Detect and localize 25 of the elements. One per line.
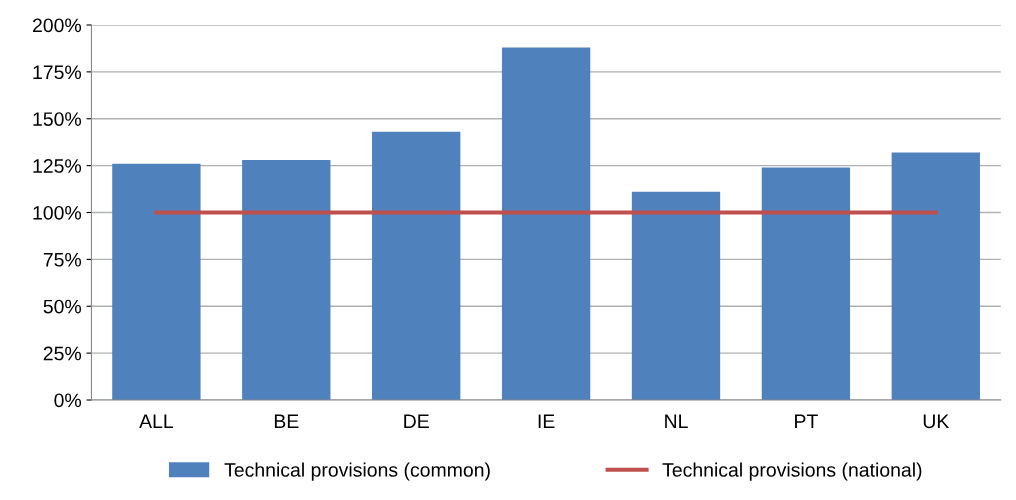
y-tick-label: 50% xyxy=(43,299,82,314)
x-tick-label: IE xyxy=(538,414,555,428)
y-tick-label: 175% xyxy=(33,65,82,80)
y-tick-label: 0% xyxy=(54,393,82,408)
y-tick-label: 150% xyxy=(33,112,82,126)
legend-label: Technical provisions (national) xyxy=(662,462,922,481)
bar xyxy=(501,47,591,400)
bar xyxy=(761,167,851,400)
y-tick-label: 100% xyxy=(33,205,82,220)
y-tick-label: 75% xyxy=(43,252,82,267)
x-tick-label: UK xyxy=(923,414,950,429)
bar xyxy=(372,131,461,400)
x-tick-label: PT xyxy=(795,414,818,428)
y-tick-label: 125% xyxy=(33,159,82,173)
bar xyxy=(891,152,980,400)
y-tick-label: 200% xyxy=(32,18,82,33)
y-tick-label: 25% xyxy=(43,346,82,361)
x-tick-label: ALL xyxy=(139,414,174,428)
x-tick-label: DE xyxy=(404,414,429,428)
x-tick-label: BE xyxy=(274,414,299,428)
bar xyxy=(631,191,721,400)
bar xyxy=(242,160,331,400)
x-tick-label: NL xyxy=(665,414,688,428)
legend-label: Technical provisions (common) xyxy=(224,462,490,481)
bar xyxy=(112,163,201,400)
